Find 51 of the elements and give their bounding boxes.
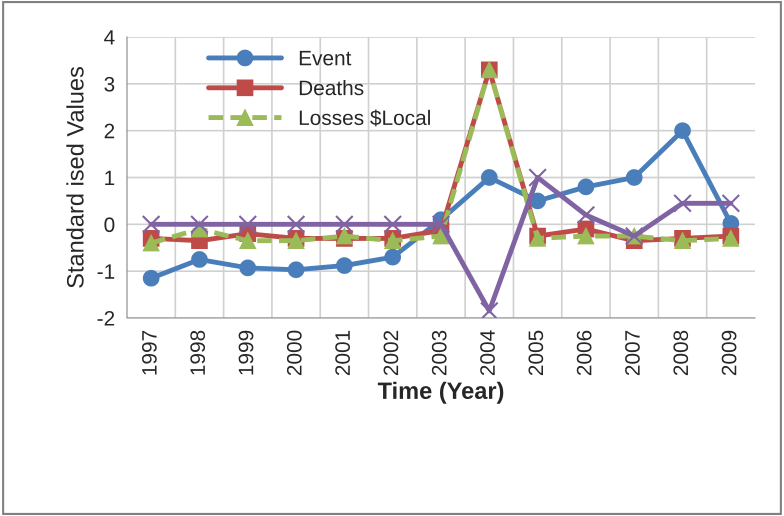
point bbox=[286, 214, 306, 234]
x-tick-label: 2007 bbox=[625, 330, 640, 376]
point bbox=[674, 122, 691, 139]
legend-label: Deaths bbox=[300, 80, 364, 96]
point bbox=[238, 214, 258, 234]
point bbox=[336, 257, 353, 274]
x-tick-label: 2009 bbox=[722, 330, 736, 376]
point bbox=[578, 228, 594, 244]
x-tick-label: 2004 bbox=[480, 330, 495, 376]
point bbox=[239, 260, 256, 276]
point bbox=[432, 214, 450, 234]
y-axis-title: Standard ised Values bbox=[66, 66, 84, 288]
x-tick-label: 2008 bbox=[673, 330, 688, 376]
point bbox=[288, 261, 304, 278]
point bbox=[626, 169, 643, 186]
y-tick-label: 0 bbox=[104, 217, 114, 232]
point bbox=[191, 251, 208, 268]
y-tick-label: 3 bbox=[104, 76, 114, 92]
x-tick-label: 2005 bbox=[528, 330, 544, 376]
y-tick-label: 2 bbox=[104, 124, 114, 138]
legend-label: Event bbox=[300, 50, 352, 66]
point bbox=[384, 248, 402, 266]
y-tick-label: -2 bbox=[98, 311, 114, 326]
legend-label: Losses $Local bbox=[300, 109, 430, 126]
x-tick-label: 2000 bbox=[286, 330, 302, 376]
y-tick-label: 1 bbox=[105, 170, 114, 186]
x-tick-label: 1998 bbox=[190, 330, 206, 375]
x-tick-label: 1997 bbox=[142, 330, 157, 375]
point bbox=[721, 194, 740, 213]
y-tick-label: 4 bbox=[104, 30, 115, 45]
x-tick-label: 1999 bbox=[238, 330, 254, 375]
point bbox=[142, 270, 160, 287]
point bbox=[432, 228, 450, 244]
y-tick-label: -1 bbox=[98, 264, 114, 279]
point bbox=[528, 168, 547, 187]
x-axis-title: Time (Year) bbox=[378, 382, 504, 404]
point bbox=[578, 178, 594, 196]
point bbox=[335, 214, 354, 234]
point bbox=[142, 214, 161, 234]
point bbox=[239, 232, 256, 250]
point bbox=[190, 214, 209, 234]
x-tick-label: 2002 bbox=[384, 330, 398, 376]
x-tick-label: 2006 bbox=[576, 330, 592, 376]
point bbox=[480, 302, 499, 318]
point bbox=[673, 194, 692, 213]
point bbox=[383, 214, 402, 234]
point bbox=[142, 234, 160, 252]
point bbox=[480, 169, 498, 186]
point bbox=[576, 206, 596, 224]
x-tick-label: 2001 bbox=[335, 330, 350, 376]
x-tick-label: 2003 bbox=[432, 330, 447, 376]
